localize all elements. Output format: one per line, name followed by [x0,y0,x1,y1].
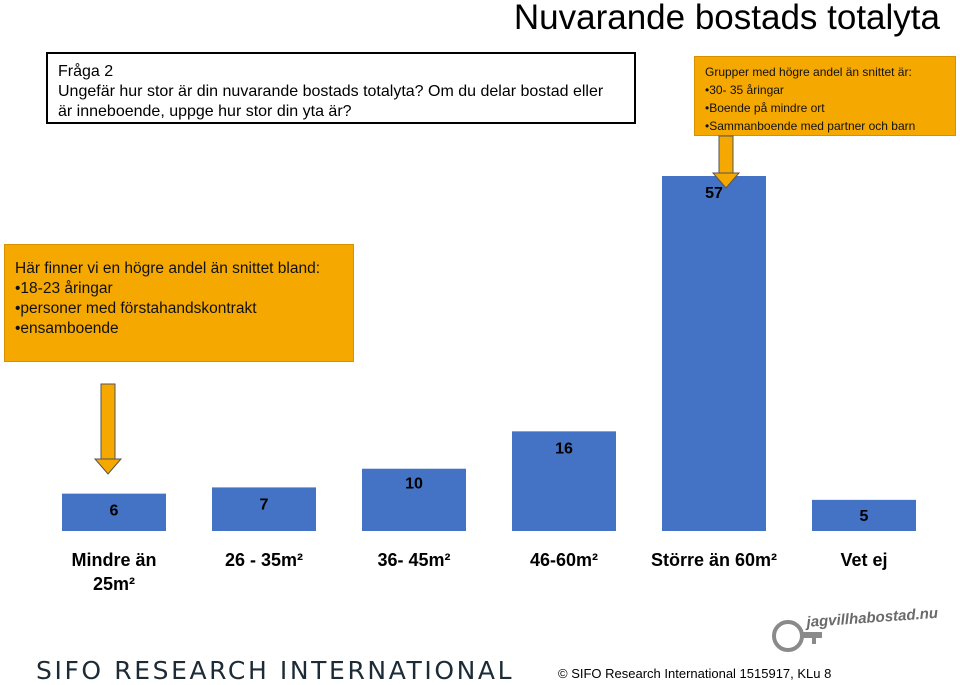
bar-5 [662,176,766,531]
bar-4 [512,431,616,531]
question-line: är inneboende, uppge hur stor din yta är… [58,103,352,120]
page-title: Nuvarande bostads totalyta [513,0,940,37]
note-line: •ensamboende [15,320,119,337]
category-label: Vet ej [840,550,888,570]
note-line: •Boende på mindre ort [705,101,825,115]
sifo-logo: SIFO RESEARCH INTERNATIONAL [36,656,515,685]
note-line: Här finner vi en högre andel än snittet … [15,260,321,277]
bar-3 [362,468,466,531]
callout-note-high-groups: Grupper med högre andel än snittet är: •… [694,56,956,136]
bar-value-label: 7 [260,496,269,513]
category-label: 46-60m² [529,550,599,570]
note-line: •30- 35 åringar [705,83,784,97]
category-label: Större än 60m² [650,550,778,570]
bar-value-label: 10 [405,476,423,493]
bar-value-label: 16 [555,440,573,457]
question-box: Fråga 2 Ungefär hur stor är din nuvarand… [46,52,636,124]
bar-value-label: 57 [705,185,723,202]
bar-1 [62,493,166,531]
bar-6 [812,499,916,531]
question-line: Ungefär hur stor är din nuvarande bostad… [58,83,604,100]
bar-value-label: 6 [110,503,119,520]
note-line: •18-23 åringar [15,280,113,297]
note-line: •personer med förstahandskontrakt [15,300,257,317]
question-line: Fråga 2 [58,63,114,80]
note-line: •Sammanboende med partner och barn [705,119,916,133]
arrow-to-large-bar [711,135,741,189]
key-logo-icon [772,620,822,652]
footer-copyright: © SIFO Research International 1515917, K… [558,666,832,681]
arrow-to-small-bar [93,383,123,475]
category-label: Mindre än 25m² [71,550,157,594]
note-line: Grupper med högre andel än snittet är: [705,65,912,79]
category-label: 36- 45m² [377,550,451,570]
callout-note-small-groups: Här finner vi en högre andel än snittet … [4,244,354,362]
bar-value-label: 5 [860,508,869,525]
bar-2 [212,487,316,531]
category-label: 26 - 35m² [224,550,304,570]
